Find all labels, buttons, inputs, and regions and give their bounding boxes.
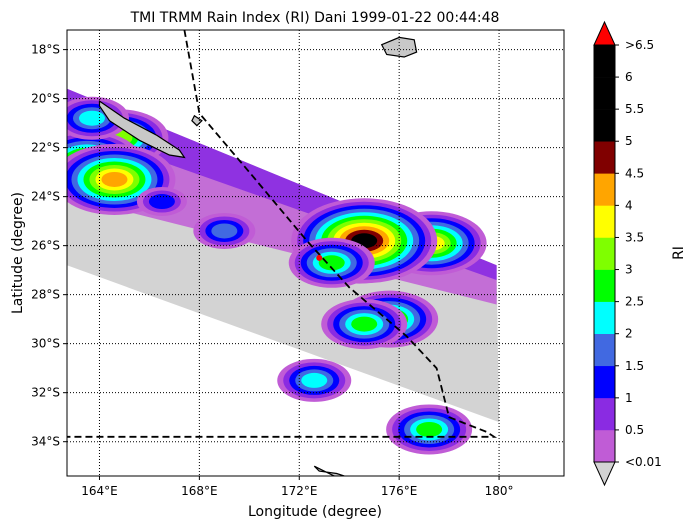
storm-track	[67, 30, 498, 438]
x-axis-label: Longitude (degree)	[248, 504, 382, 520]
plot-frame	[66, 29, 565, 477]
colorbar-tick-label: 3.5	[625, 230, 644, 244]
colorbar-tick-label: 1	[625, 391, 633, 405]
colorbar-tick-label: 4	[625, 198, 633, 212]
colorbar-segment	[594, 333, 615, 367]
map-panel: 164°E 168°E 172°E 176°E 180° 18°S 20°S 22°S 24°…	[31, 29, 565, 498]
colorbar-label: RI	[671, 246, 687, 260]
y-tick-label: 28°S	[31, 288, 60, 302]
colorbar-tick-label: 4.5	[625, 166, 644, 180]
colorbar-segment	[594, 141, 615, 174]
rain-cell	[67, 96, 129, 140]
colorbar-segment	[594, 269, 615, 302]
y-tick-label: 22°S	[31, 141, 60, 155]
track-line	[67, 30, 498, 438]
storm-center-marker	[316, 254, 323, 261]
colorbar-tick-label: 2	[625, 327, 633, 341]
colorbar-segment	[594, 365, 615, 399]
colorbar-tick-label: 5.5	[625, 102, 644, 116]
x-tick-label: 168°E	[181, 484, 218, 498]
colorbar-tick-label: <0.01	[625, 455, 662, 469]
colorbar-segment	[594, 237, 615, 270]
colorbar-segment	[594, 45, 615, 78]
coastlines	[98, 36, 418, 476]
x-tick-label: 176°E	[381, 484, 418, 498]
colorbar-segment	[594, 109, 615, 142]
colorbar-segment	[594, 173, 615, 206]
colorbar-segment	[594, 77, 615, 110]
rain-cells	[67, 96, 487, 455]
colorbar-segment	[594, 205, 615, 238]
colorbar-segment	[594, 397, 615, 431]
y-tick-label: 30°S	[31, 337, 60, 351]
colorbar-tick-label: 0.5	[625, 423, 644, 437]
coastline	[313, 465, 347, 476]
colorbar: <0.01 0.5 1 1.5 2 2.5 3 3.5 4 4.5 5 5.5 6 >6.5 RI	[593, 20, 687, 487]
colorbar-tick-label: 2.5	[625, 295, 644, 309]
colorbar-tick-label: 5	[625, 134, 633, 148]
y-tick-label: 24°S	[31, 190, 60, 204]
colorbar-segment	[594, 301, 615, 334]
rain-cell-level	[148, 194, 175, 210]
x-tick-label: 164°E	[81, 484, 118, 498]
x-tick-label: 180°	[485, 484, 514, 498]
colorbar-segments	[593, 20, 616, 487]
rain-cell	[288, 237, 375, 288]
rain-cell	[321, 299, 408, 350]
coastline	[191, 114, 203, 127]
y-axis-label: Latitude (degree)	[10, 192, 26, 314]
y-tick-label: 18°S	[31, 43, 60, 57]
chart-title: TMI TRMM Rain Index (RI) Dani 1999-01-22…	[130, 10, 500, 26]
colorbar-ticks: <0.01 0.5 1 1.5 2 2.5 3 3.5 4 4.5 5 5.5 6 >6.5	[615, 38, 662, 469]
gridlines	[67, 30, 564, 476]
colorbar-segment	[594, 429, 615, 463]
rain-cell-level	[211, 223, 238, 239]
y-tick-label: 34°S	[31, 435, 60, 449]
rain-cell-level	[416, 421, 443, 437]
rain-cell	[193, 212, 256, 249]
y-tick-label: 26°S	[31, 239, 60, 253]
colorbar-tick-label: 1.5	[625, 359, 644, 373]
rain-cell-level	[301, 372, 328, 388]
colorbar-tick-label: >6.5	[625, 38, 654, 52]
colorbar-tick-label: 6	[625, 70, 633, 84]
colorbar-over-arrow	[593, 20, 616, 46]
colorbar-frame	[593, 44, 616, 463]
colorbar-under-arrow	[593, 461, 616, 487]
y-axis-ticks: 18°S 20°S 22°S 24°S 26°S 28°S 30°S 32°S 34°S	[31, 43, 67, 449]
rain-cell	[136, 187, 187, 217]
rain-cell-level	[318, 255, 345, 271]
coastline	[380, 36, 418, 58]
y-tick-label: 32°S	[31, 386, 60, 400]
rain-cell-level	[351, 316, 378, 332]
x-tick-label: 172°E	[281, 484, 318, 498]
y-tick-label: 20°S	[31, 92, 60, 106]
rain-cell	[277, 358, 352, 402]
rain-cell-level	[101, 171, 128, 187]
rain-cell-level	[78, 110, 105, 126]
x-axis-ticks: 164°E 168°E 172°E 176°E 180°	[81, 476, 514, 498]
coastline	[98, 99, 186, 159]
colorbar-tick-label: 3	[625, 263, 633, 277]
